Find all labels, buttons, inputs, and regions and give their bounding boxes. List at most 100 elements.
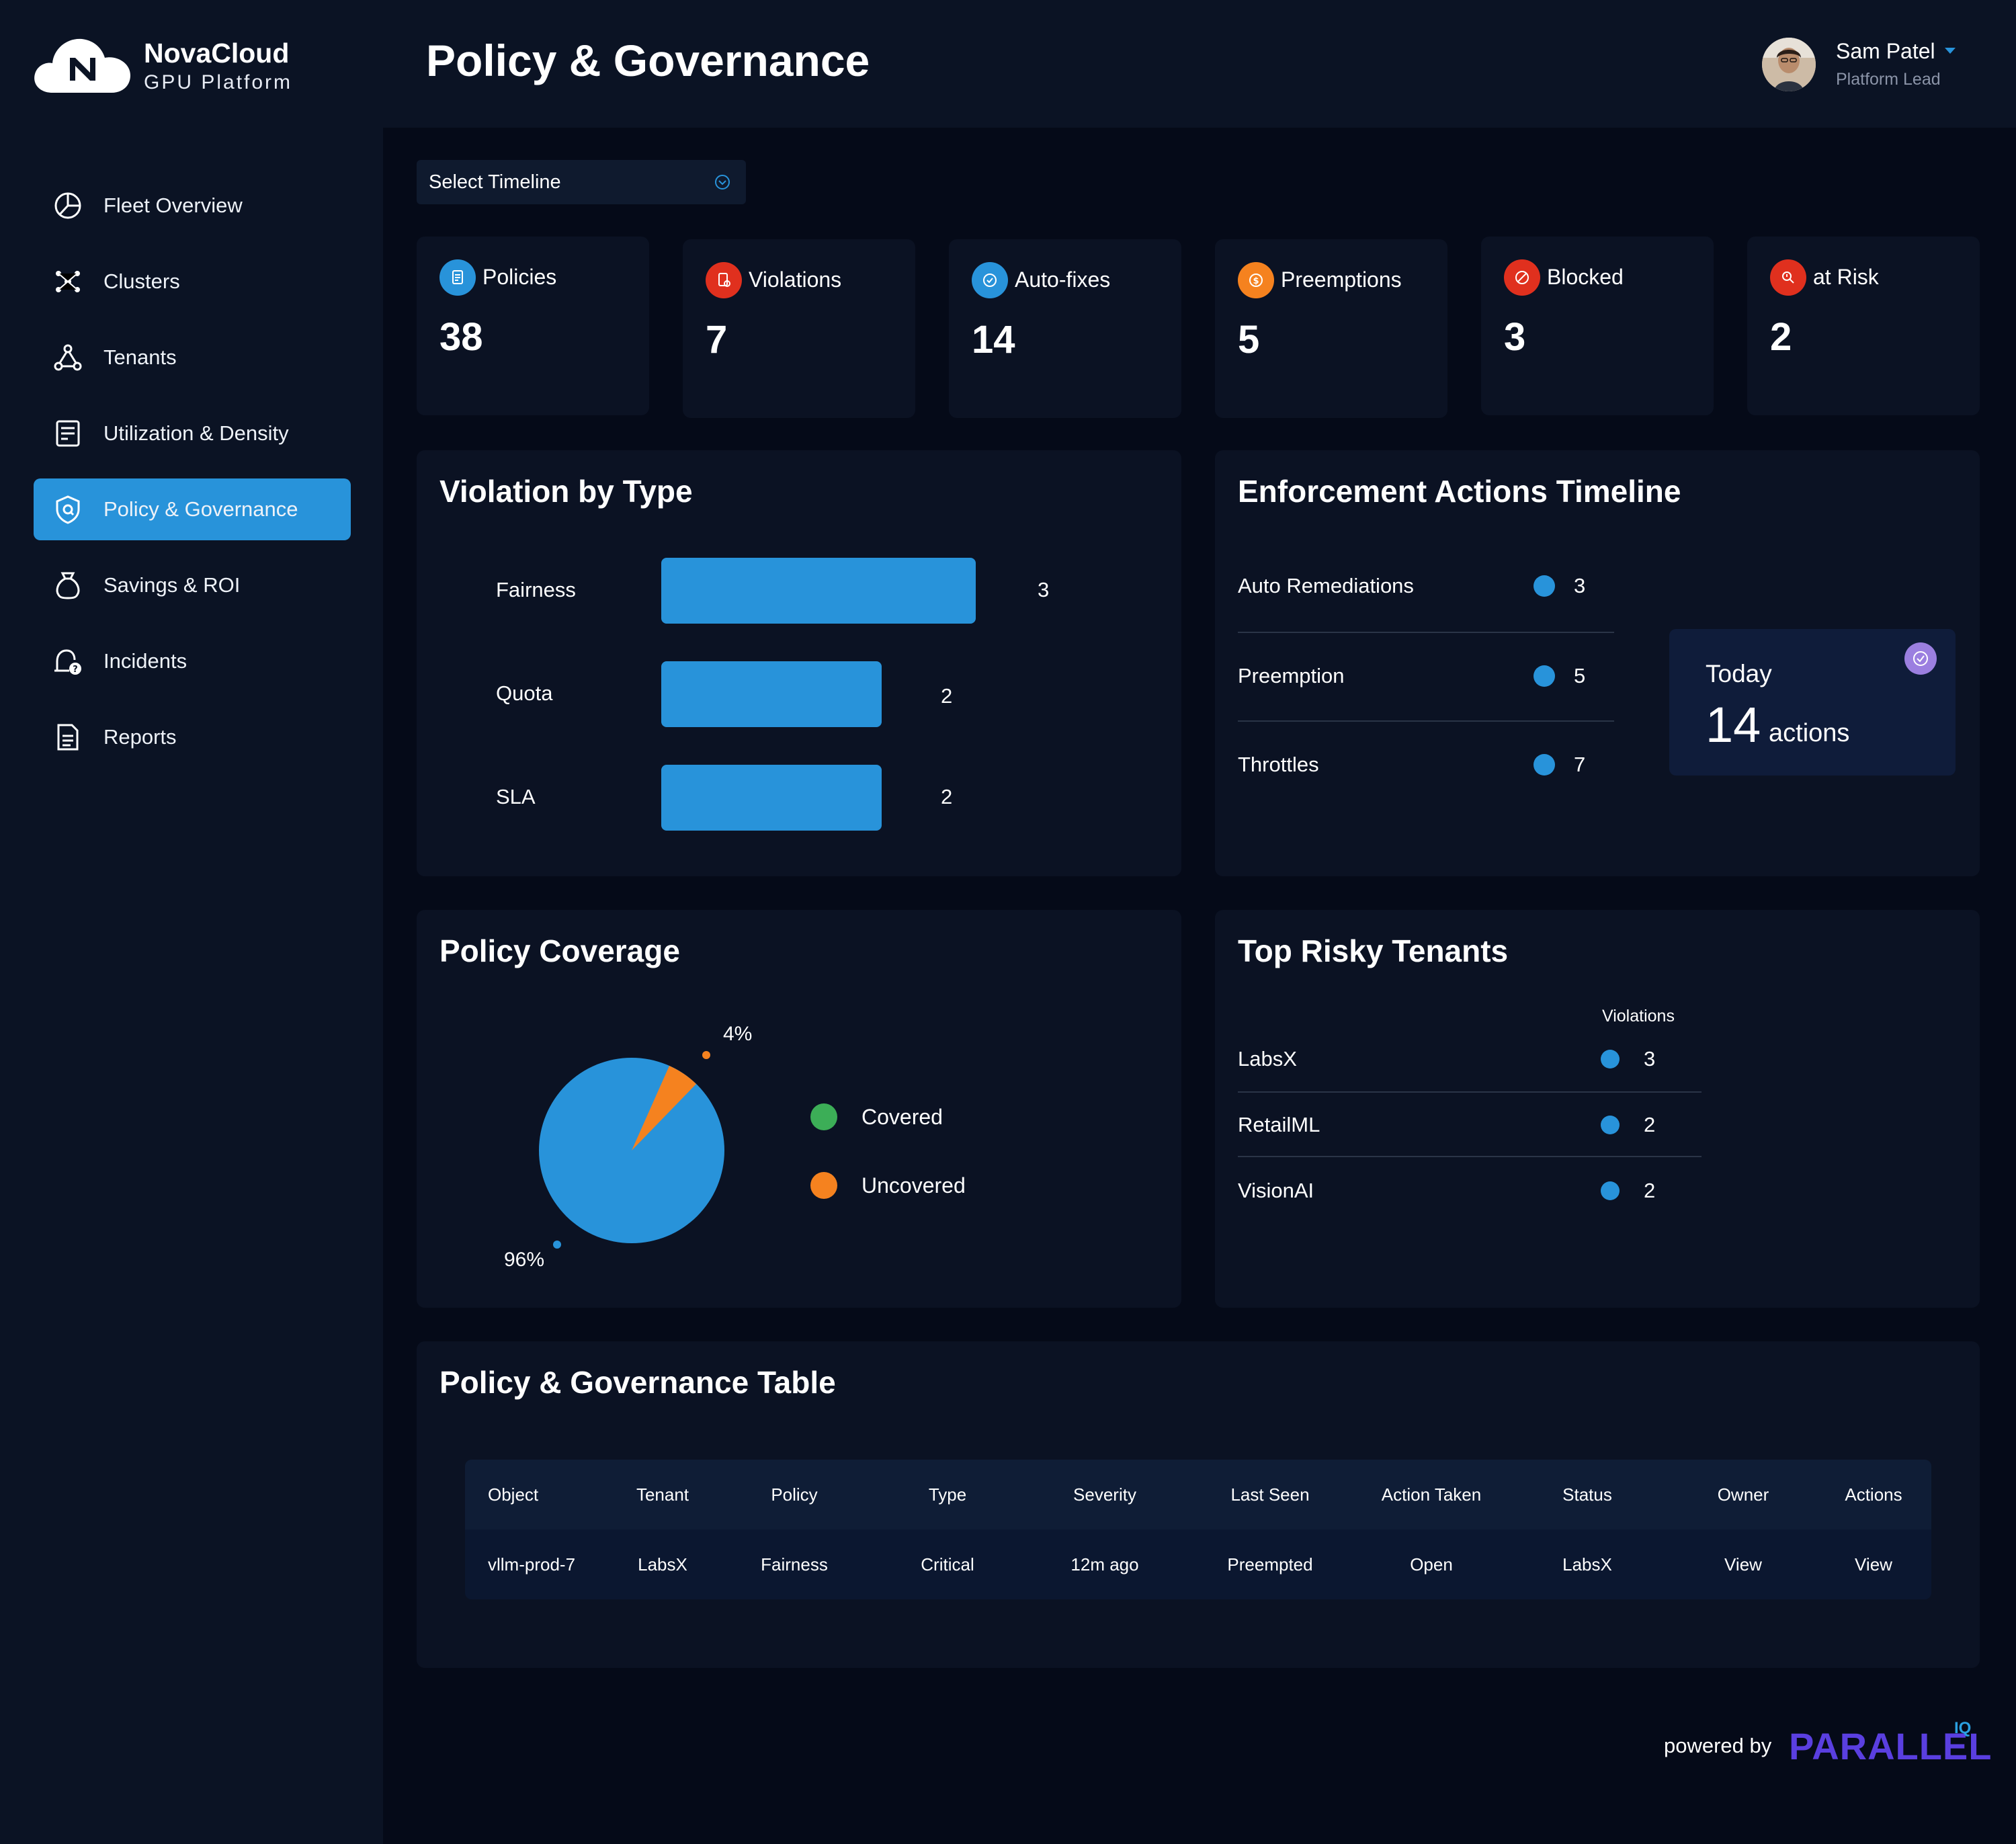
- pie-label-covered: 96%: [504, 1249, 545, 1271]
- panel-title: Policy & Governance Table: [439, 1365, 836, 1400]
- stat-label: Blocked: [1547, 265, 1624, 289]
- sidebar-item-label: Reports: [103, 725, 177, 749]
- sidebar-item-label: Fleet Overview: [103, 194, 243, 217]
- enforcement-row-throttles[interactable]: Throttles 7: [1238, 753, 1614, 839]
- bar-sla[interactable]: [661, 765, 882, 831]
- column-header-last-seen[interactable]: Last Seen: [1230, 1484, 1310, 1505]
- brand-subtitle: GPU Platform: [144, 71, 293, 93]
- table-row[interactable]: vllm-prod-7 LabsX Fairness Critical 12m …: [465, 1529, 1931, 1599]
- column-header-actions[interactable]: Actions: [1845, 1484, 1902, 1505]
- sidebar-item-savings-roi[interactable]: Savings & ROI: [34, 554, 351, 616]
- bar-value-quota: 2: [941, 684, 953, 708]
- document-chart-icon: [52, 418, 83, 449]
- column-header-tenant[interactable]: Tenant: [636, 1484, 689, 1505]
- sidebar-item-label: Savings & ROI: [103, 573, 241, 597]
- column-header-owner[interactable]: Owner: [1717, 1484, 1769, 1505]
- policy-doc-icon: [439, 259, 476, 296]
- stat-value: 2: [1770, 315, 1792, 359]
- divider: [1238, 1091, 1702, 1093]
- stat-card-auto-fixes[interactable]: Auto-fixes 14: [949, 239, 1181, 418]
- column-header-type[interactable]: Type: [928, 1484, 967, 1505]
- bar-quota[interactable]: [661, 661, 882, 727]
- svg-text:$: $: [1253, 276, 1259, 286]
- bar-fairness[interactable]: [661, 558, 976, 624]
- tenant-name: LabsX: [1238, 1047, 1297, 1071]
- cell-owner-view-link[interactable]: View: [1724, 1554, 1762, 1575]
- stat-card-policies[interactable]: Policies 38: [417, 237, 649, 415]
- row-label: Preemption: [1238, 664, 1345, 687]
- column-header-action-taken[interactable]: Action Taken: [1381, 1484, 1482, 1505]
- row-label: Throttles: [1238, 753, 1319, 776]
- column-header-policy[interactable]: Policy: [771, 1484, 818, 1505]
- stat-card-blocked[interactable]: Blocked 3: [1481, 237, 1714, 415]
- parallel-logo[interactable]: PARALLEL: [1789, 1725, 1992, 1767]
- tenant-name: RetailML: [1238, 1113, 1320, 1136]
- sidebar: NovaCloud GPU Platform Fleet Overview Cl…: [0, 0, 383, 1844]
- stat-value: 38: [439, 315, 483, 359]
- violation-doc-icon: [706, 262, 742, 298]
- legend-label-uncovered: Uncovered: [862, 1173, 966, 1198]
- page-title: Policy & Governance: [426, 36, 870, 85]
- stat-label: Violations: [749, 267, 842, 292]
- cell-actions-view-link[interactable]: View: [1855, 1554, 1892, 1575]
- risky-tenant-row-visionai[interactable]: VisionAI 2: [1238, 1179, 1702, 1245]
- sidebar-item-incidents[interactable]: ? Incidents: [34, 630, 351, 692]
- status-dot: [1601, 1116, 1620, 1134]
- bar-value-fairness: 3: [1038, 578, 1050, 601]
- stat-card-preemptions[interactable]: $ Preemptions 5: [1215, 239, 1447, 418]
- coverage-pie-chart[interactable]: [417, 910, 1181, 1308]
- status-dot: [1534, 575, 1555, 597]
- risky-tenant-row-labsx[interactable]: LabsX 3: [1238, 1047, 1702, 1113]
- column-header-violations: Violations: [1602, 1007, 1675, 1025]
- sidebar-item-reports[interactable]: Reports: [34, 706, 351, 768]
- divider: [1238, 1156, 1702, 1157]
- user-name[interactable]: Sam Patel: [1836, 39, 1935, 63]
- enforcement-row-preemption[interactable]: Preemption 5: [1238, 664, 1614, 750]
- cell-action-taken: Open: [1410, 1554, 1453, 1575]
- sidebar-item-fleet-overview[interactable]: Fleet Overview: [34, 175, 351, 237]
- cell-object: vllm-prod-7: [488, 1554, 576, 1575]
- stat-value: 5: [1238, 318, 1260, 362]
- status-dot: [1601, 1181, 1620, 1200]
- sidebar-item-clusters[interactable]: Clusters: [34, 251, 351, 312]
- sidebar-item-label: Policy & Governance: [103, 497, 298, 521]
- legend-swatch-uncovered: [810, 1172, 837, 1199]
- timeline-select[interactable]: Select Timeline: [417, 160, 746, 204]
- today-actions-card[interactable]: Today 14 actions: [1669, 629, 1956, 776]
- chevron-down-icon[interactable]: [1943, 46, 1957, 55]
- stat-card-at-risk[interactable]: at Risk 2: [1747, 237, 1980, 415]
- stat-card-violations[interactable]: Violations 7: [683, 239, 915, 418]
- sidebar-nav: Fleet Overview Clusters Tenants Utilizat…: [34, 175, 351, 782]
- stat-label: Preemptions: [1281, 267, 1402, 292]
- brand-logo[interactable]: NovaCloud GPU Platform: [32, 34, 355, 101]
- row-value: 5: [1574, 664, 1586, 687]
- row-label: Auto Remediations: [1238, 574, 1414, 597]
- risky-tenant-row-retailml[interactable]: RetailML 2: [1238, 1113, 1702, 1179]
- cell-type: Critical: [921, 1554, 974, 1575]
- violation-count: 3: [1644, 1047, 1656, 1071]
- enforcement-panel: Enforcement Actions Timeline Auto Remedi…: [1215, 450, 1980, 876]
- top-risky-tenants-panel: Top Risky Tenants Violations LabsX 3 Ret…: [1215, 910, 1980, 1308]
- incident-alert-icon: ?: [52, 646, 83, 677]
- report-icon: [52, 722, 83, 753]
- sidebar-item-policy-governance[interactable]: Policy & Governance: [34, 478, 351, 540]
- stat-label: Auto-fixes: [1015, 267, 1111, 292]
- sidebar-item-utilization-density[interactable]: Utilization & Density: [34, 403, 351, 464]
- status-dot: [1601, 1050, 1620, 1068]
- panel-title: Violation by Type: [439, 474, 693, 509]
- violation-count: 2: [1644, 1179, 1656, 1202]
- pie-label-pointer-uncovered: [702, 1051, 710, 1059]
- governance-table: Object Tenant Policy Type Severity Last …: [465, 1460, 1931, 1599]
- enforcement-row-auto-remediations[interactable]: Auto Remediations 3: [1238, 574, 1614, 660]
- column-header-status[interactable]: Status: [1562, 1484, 1612, 1505]
- column-header-object[interactable]: Object: [488, 1484, 539, 1505]
- sidebar-item-label: Incidents: [103, 649, 187, 673]
- column-header-severity[interactable]: Severity: [1073, 1484, 1136, 1505]
- cell-last-seen: Preempted: [1227, 1554, 1313, 1575]
- cell-policy: Fairness: [761, 1554, 828, 1575]
- legend-swatch-covered: [810, 1103, 837, 1130]
- chevron-down-circle-icon: [715, 175, 730, 190]
- stat-value: 3: [1504, 315, 1526, 359]
- sidebar-item-tenants[interactable]: Tenants: [34, 327, 351, 388]
- avatar[interactable]: [1762, 38, 1816, 91]
